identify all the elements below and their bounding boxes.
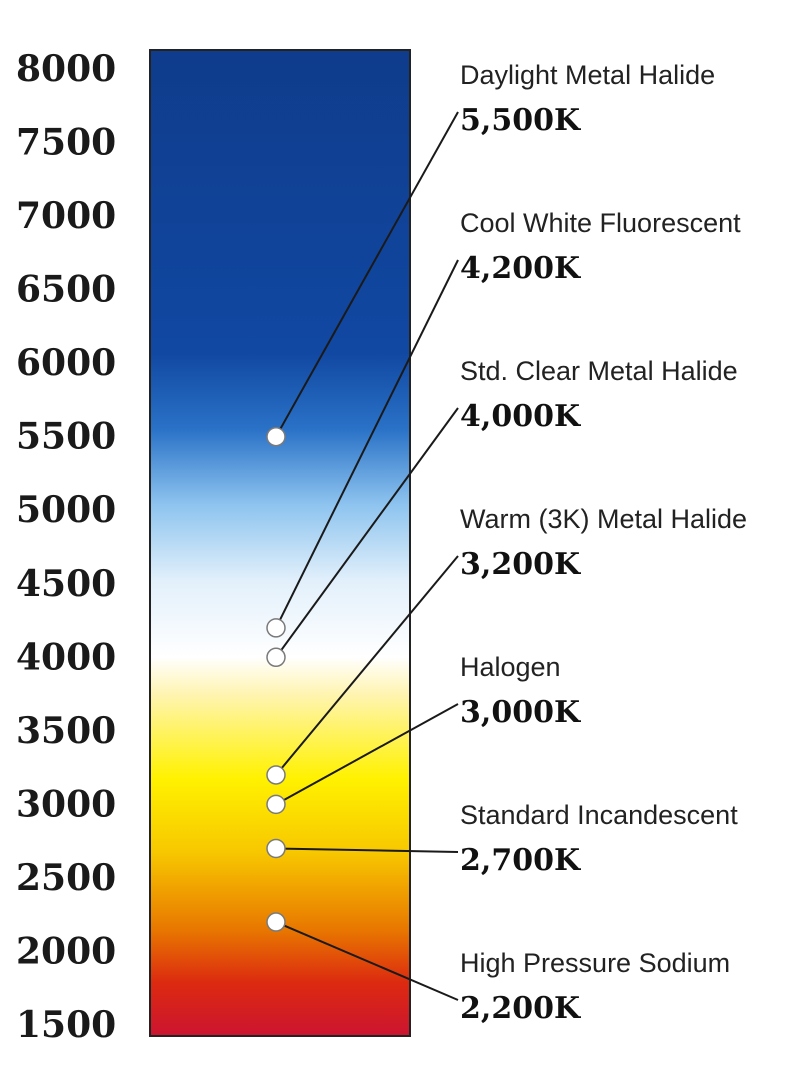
- y-tick-label: 2500: [16, 857, 116, 899]
- lamp-name-label: Daylight Metal Halide: [460, 60, 715, 90]
- lamp-marker: [266, 838, 286, 859]
- y-tick-label: 5500: [16, 416, 116, 458]
- y-tick-label: 3000: [16, 783, 116, 825]
- lamp-temperature-label: 2,700K: [460, 843, 581, 878]
- leader-line: [275, 847, 459, 853]
- lamp-name-label: Warm (3K) Metal Halide: [460, 504, 747, 534]
- lamp-temperature-label: 3,000K: [460, 695, 581, 730]
- lamp-temperature-label: 3,200K: [460, 547, 581, 582]
- y-tick-label: 6500: [16, 269, 116, 311]
- y-tick-label: 4500: [16, 563, 116, 605]
- y-tick-label: 7000: [16, 195, 116, 237]
- leader-line: [275, 703, 459, 806]
- lamp-marker: [266, 765, 286, 785]
- leader-lines: [275, 111, 459, 1001]
- lamp-temperature-label: 5,500K: [460, 103, 581, 138]
- leader-line: [275, 259, 459, 629]
- color-temperature-bar: [149, 49, 411, 1037]
- y-tick-label: 3500: [16, 710, 116, 752]
- lamp-name-label: Std. Clear Metal Halide: [460, 356, 738, 386]
- lamp-temperature-label: 4,200K: [460, 251, 581, 286]
- y-tick-label: 8000: [16, 48, 116, 90]
- y-tick-label: 6000: [16, 342, 116, 384]
- lamp-name-label: Standard Incandescent: [460, 800, 738, 830]
- lamp-marker: [266, 426, 286, 447]
- lamp-temperature-label: 2,200K: [460, 991, 581, 1026]
- y-tick-label: 7500: [16, 122, 116, 164]
- y-tick-label: 5000: [16, 489, 116, 531]
- lamp-labels: Daylight Metal Halide 5,500K Cool White Fl…: [460, 60, 747, 1026]
- y-tick-label: 4000: [16, 636, 116, 678]
- y-tick-label: 2000: [16, 930, 116, 972]
- lamp-marker: [266, 794, 286, 815]
- y-tick-label: 1500: [16, 1004, 116, 1046]
- lamp-name-label: High Pressure Sodium: [460, 948, 730, 978]
- lamp-name-label: Halogen: [460, 652, 561, 682]
- lamp-marker: [266, 912, 286, 932]
- leader-line: [275, 111, 459, 438]
- leader-line: [275, 921, 459, 1001]
- color-bar-group: [149, 49, 411, 1037]
- lamp-temperature-label: 4,000K: [460, 399, 581, 434]
- leader-line: [275, 407, 459, 658]
- y-axis-ticks: 8000 7500 7000 6500 6000 5500 5000 4500 4000 3500…: [16, 48, 116, 1046]
- lamp-marker: [266, 618, 286, 638]
- lamp-name-label: Cool White Fluorescent: [460, 208, 741, 238]
- lamp-markers: [266, 426, 286, 932]
- leader-line: [275, 555, 459, 776]
- lamp-marker: [266, 647, 286, 668]
